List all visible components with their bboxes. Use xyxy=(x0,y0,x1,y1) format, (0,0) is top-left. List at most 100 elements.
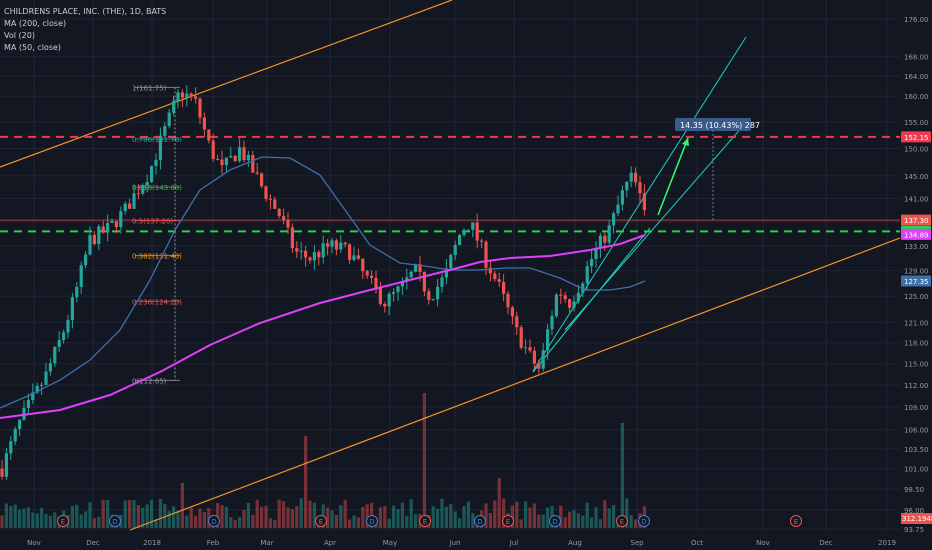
candle-body xyxy=(194,96,198,99)
event-marker-label: D xyxy=(477,518,482,526)
price-label-text: 152.15 xyxy=(904,134,929,142)
legend-volume[interactable]: Vol (20) xyxy=(4,31,35,40)
volume-bar xyxy=(97,516,101,528)
moving-averages xyxy=(0,156,646,419)
candle-body xyxy=(594,248,598,260)
horizontal-levels[interactable] xyxy=(0,135,900,233)
candle-body xyxy=(427,291,431,300)
candle-body xyxy=(532,350,536,364)
event-marker-dividend xyxy=(549,515,561,527)
volume-bar xyxy=(524,501,528,528)
candle-body xyxy=(167,112,171,127)
candle-body xyxy=(317,252,321,258)
event-marker-label: E xyxy=(319,518,323,526)
candle-body xyxy=(361,258,365,272)
channel-lines[interactable] xyxy=(0,0,901,531)
volume-bar xyxy=(409,499,413,528)
volume-bar xyxy=(202,512,206,528)
volume-bar xyxy=(576,513,580,528)
price-tick-label: 109.00 xyxy=(904,404,929,412)
candle-body xyxy=(220,159,224,166)
ma200-line xyxy=(0,234,646,419)
volume-bar xyxy=(453,511,457,528)
volume-bar xyxy=(444,506,448,528)
event-marker-earnings xyxy=(419,515,431,527)
time-tick-label: Oct xyxy=(691,539,703,547)
volume-bar xyxy=(70,506,74,528)
candle-body xyxy=(132,193,136,209)
event-marker-earnings xyxy=(616,515,628,527)
candle-body xyxy=(480,240,484,242)
candle-body xyxy=(57,340,61,347)
candle-body xyxy=(242,147,246,161)
volume-bar xyxy=(194,515,198,528)
grid-lines xyxy=(0,0,900,530)
volume-bar xyxy=(312,502,316,528)
volume-bar xyxy=(290,509,294,528)
price-label-tag xyxy=(901,275,931,287)
candle-body xyxy=(70,297,74,320)
volume-bar xyxy=(436,508,440,528)
volume-bar xyxy=(282,501,286,528)
volume-bar xyxy=(563,517,567,528)
candle-body xyxy=(35,385,39,393)
time-axis[interactable]: Nov Dec 2018 Feb Mar Apr May Jun Jul Aug Sep Oct Nov… xyxy=(27,539,896,547)
volume-bar xyxy=(590,517,594,528)
volume-bar xyxy=(541,514,545,528)
candle-body xyxy=(590,259,594,267)
annotations[interactable]: 14.35 (10.43%) 287 xyxy=(657,118,760,220)
volume-bar xyxy=(466,501,470,528)
candle-body xyxy=(392,292,396,294)
volume-bar xyxy=(510,505,514,528)
volume-bar xyxy=(180,483,184,528)
volume-bar xyxy=(40,507,44,528)
candle-body xyxy=(554,294,558,317)
volume-bar xyxy=(326,507,330,528)
price-tick-label: 118.00 xyxy=(904,340,929,348)
event-marker-label: D xyxy=(112,518,117,526)
price-axis-bg xyxy=(900,0,932,550)
time-tick-label: Sep xyxy=(630,539,644,547)
volume-bar xyxy=(532,503,536,528)
price-axis[interactable]: 176.00 168.00 164.00 160.00 155.00 150.00 145.… xyxy=(900,0,932,550)
event-marker-dividend xyxy=(638,515,650,527)
candle-body xyxy=(198,98,202,118)
volume-bar xyxy=(440,498,444,528)
volume-bar xyxy=(0,515,4,528)
price-tick-label: 121.00 xyxy=(904,319,929,327)
legend-ma50[interactable]: MA (50, close) xyxy=(4,43,62,52)
candle-body xyxy=(550,316,554,330)
volume-bar xyxy=(273,519,277,528)
volume-bar xyxy=(246,502,250,528)
price-tick-label: 125.00 xyxy=(904,293,929,301)
event-marker-label: D xyxy=(369,518,374,526)
candle-body xyxy=(4,453,8,477)
candle-body xyxy=(422,271,426,292)
fib-level-label: 0.786(151.76) xyxy=(132,136,182,144)
volume-bar xyxy=(405,515,409,528)
volume-bar xyxy=(365,504,369,528)
candle-body xyxy=(519,327,523,348)
volume-bar xyxy=(502,498,506,528)
volume-bar xyxy=(163,503,167,528)
candle-body xyxy=(128,203,132,209)
fib-level-label: 0.382(131.40) xyxy=(132,253,182,261)
candle-body xyxy=(339,242,343,250)
candle-body xyxy=(251,155,255,173)
volume-bar xyxy=(84,511,88,528)
candle-body xyxy=(493,273,497,280)
time-tick-label: 2018 xyxy=(143,539,161,547)
candle-body xyxy=(97,226,101,244)
candle-body xyxy=(136,193,140,195)
volume-bar xyxy=(304,436,308,528)
candle-body xyxy=(260,173,264,187)
volume-bar xyxy=(185,515,189,528)
candle-body xyxy=(106,223,110,233)
candle-body xyxy=(110,221,114,224)
symbol-title[interactable]: CHILDRENS PLACE, INC. (THE), 1D, BATS xyxy=(4,7,167,16)
price-tick-label: 160.00 xyxy=(904,93,929,101)
candle-body xyxy=(383,303,387,307)
legend-ma200[interactable]: MA (200, close) xyxy=(4,19,67,28)
